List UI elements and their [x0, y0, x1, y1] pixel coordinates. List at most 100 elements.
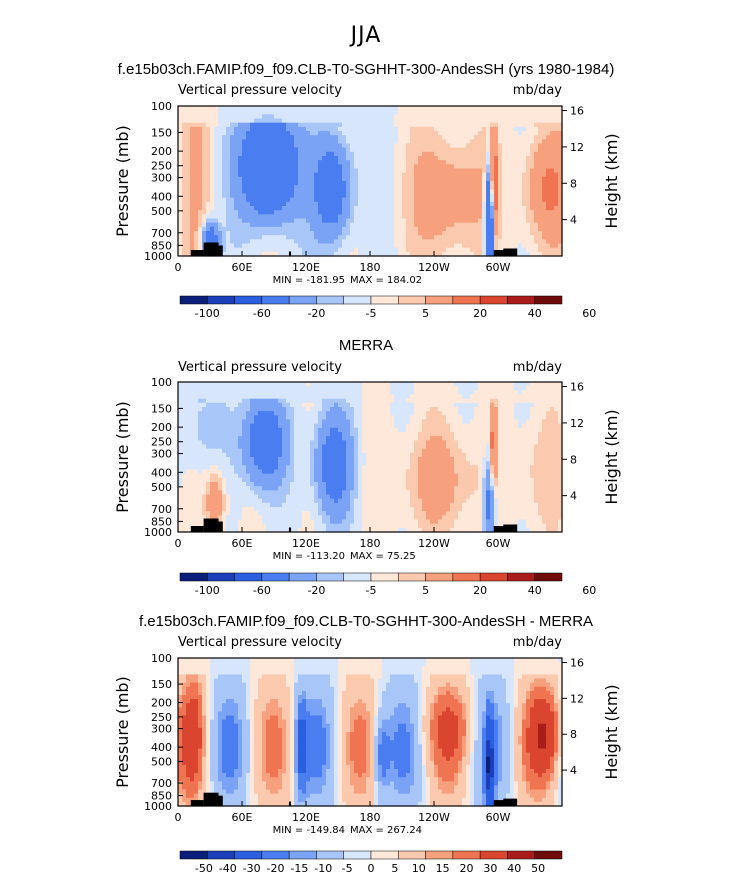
field-cell	[514, 219, 519, 224]
field-cell	[322, 198, 327, 203]
field-cell	[218, 110, 223, 115]
field-cell	[534, 214, 539, 219]
field-cell	[550, 415, 555, 420]
field-cell	[458, 227, 463, 232]
field-cell	[534, 131, 539, 136]
field-cell	[538, 390, 543, 395]
field-cell	[330, 185, 335, 190]
field-cell	[466, 219, 471, 224]
field-cell	[530, 399, 535, 404]
field-cell	[370, 420, 375, 425]
field-cell	[278, 177, 283, 182]
field-cell	[378, 415, 383, 420]
field-cell	[554, 399, 559, 404]
field-cell	[202, 436, 207, 441]
field-cell	[514, 177, 519, 182]
field-cell	[454, 407, 459, 412]
field-cell	[442, 248, 447, 253]
field-cell	[190, 144, 195, 149]
field-cell	[278, 169, 283, 174]
colorbar-label: 60	[582, 307, 596, 320]
field-cell	[266, 440, 271, 445]
field-cell	[506, 127, 511, 132]
field-cell	[218, 144, 223, 149]
field-cell	[318, 185, 323, 190]
field-cell	[210, 177, 215, 182]
field-cell	[286, 114, 291, 119]
field-cell	[486, 123, 491, 128]
field-cell	[274, 223, 279, 228]
field-cell	[490, 156, 495, 161]
field-cell	[234, 415, 239, 420]
field-cell	[214, 119, 219, 124]
field-cell	[486, 148, 491, 153]
field-cell	[554, 185, 559, 190]
field-cell	[410, 194, 415, 199]
colorbar-label: 40	[528, 307, 542, 320]
field-cell	[278, 428, 283, 433]
field-cell	[394, 440, 399, 445]
field-cell	[462, 194, 467, 199]
panel-1: f.e15b03ch.FAMIP.f09_f09.CLB-T0-SGHHT-30…	[113, 61, 621, 320]
field-cell	[362, 239, 367, 244]
field-cell	[530, 139, 535, 144]
field-cell	[194, 420, 199, 425]
field-cell	[402, 202, 407, 207]
field-cell	[362, 424, 367, 429]
field-cell	[450, 227, 455, 232]
field-cell	[290, 395, 295, 400]
field-cell	[294, 173, 299, 178]
field-cell	[178, 440, 183, 445]
field-cell	[502, 440, 507, 445]
field-cell	[246, 432, 251, 437]
field-cell	[522, 244, 527, 249]
field-cell	[186, 403, 191, 408]
field-cell	[274, 248, 279, 253]
field-cell	[306, 432, 311, 437]
field-cell	[186, 436, 191, 441]
field-cell	[406, 177, 411, 182]
field-cell	[362, 164, 367, 169]
field-cell	[426, 231, 431, 236]
field-cell	[334, 160, 339, 165]
field-cell	[318, 227, 323, 232]
field-cell	[478, 169, 483, 174]
field-cell	[282, 415, 287, 420]
field-cell	[350, 135, 355, 140]
field-cell	[226, 223, 231, 228]
field-cell	[450, 106, 455, 111]
field-cell	[438, 214, 443, 219]
field-cell	[186, 239, 191, 244]
field-cell	[386, 181, 391, 186]
field-cell	[366, 119, 371, 124]
field-cell	[482, 106, 487, 111]
field-cell	[406, 219, 411, 224]
field-cell	[230, 440, 235, 445]
field-cell	[426, 219, 431, 224]
field-cell	[370, 382, 375, 387]
field-cell	[254, 202, 259, 207]
field-cell	[494, 395, 499, 400]
field-cell	[186, 110, 191, 115]
field-cell	[386, 382, 391, 387]
field-cell	[258, 424, 263, 429]
field-cell	[266, 164, 271, 169]
field-cell	[186, 189, 191, 194]
field-cell	[350, 390, 355, 395]
field-cell	[290, 198, 295, 203]
field-cell	[554, 407, 559, 412]
field-cell	[370, 123, 375, 128]
field-cell	[490, 206, 495, 211]
field-cell	[286, 206, 291, 211]
field-cell	[214, 127, 219, 132]
field-cell	[526, 164, 531, 169]
field-cell	[250, 110, 255, 115]
field-cell	[450, 194, 455, 199]
field-cell	[250, 219, 255, 224]
field-cell	[382, 415, 387, 420]
field-cell	[518, 403, 523, 408]
field-cell	[354, 231, 359, 236]
field-cell	[386, 127, 391, 132]
field-cell	[294, 110, 299, 115]
field-cell	[446, 119, 451, 124]
